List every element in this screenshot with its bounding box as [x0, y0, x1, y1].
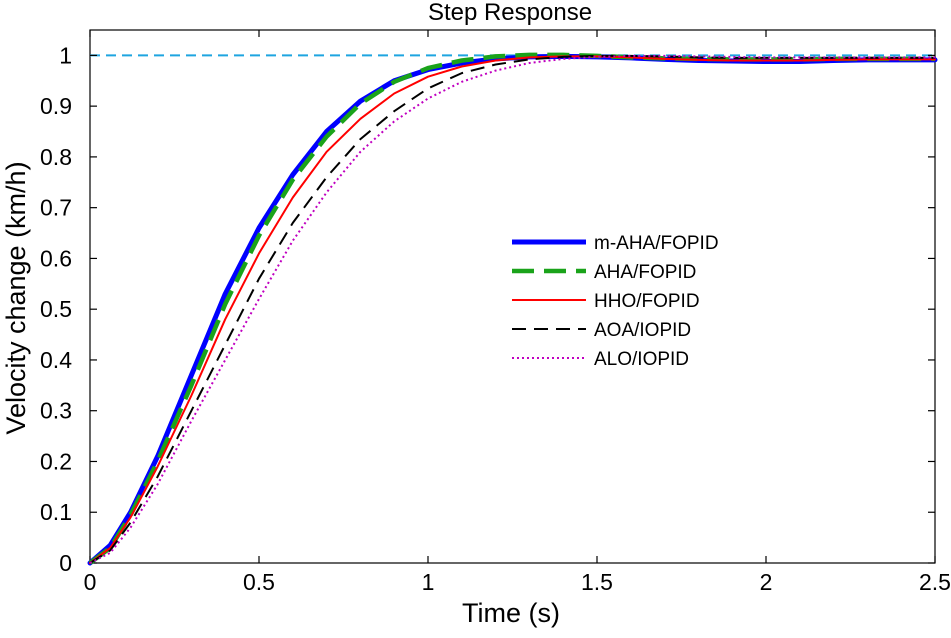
legend-label: ALO/IOPID [594, 349, 689, 370]
y-tick-label: 0.8 [40, 144, 72, 170]
y-tick-label: 0.6 [40, 245, 72, 271]
chart-title: Step Response [428, 0, 592, 26]
legend: m-AHA/FOPID AHA/FOPID HHO/FOPID AOA/IOPID AL… [512, 233, 719, 370]
y-axis-label: Velocity change (km/h) [1, 161, 31, 434]
x-tick-label: 1 [422, 569, 435, 595]
y-tick-label: 0.4 [40, 347, 72, 373]
legend-label: AHA/FOPID [594, 262, 696, 283]
x-axis-label: Time (s) [462, 598, 560, 628]
series-line-m-aha-fopid [87, 53, 938, 566]
y-tick-label: 0.5 [40, 296, 72, 322]
y-tick-label: 0.1 [40, 499, 72, 525]
x-tick-label: 0 [84, 569, 97, 595]
x-tick-label: 0.5 [243, 569, 275, 595]
plot-area: 0 0.5 1 1.5 2 2.5 0 0.1 0.2 0.3 0.4 0.5 0.6 0.7 0.8 0.9… [40, 29, 951, 595]
legend-label: m-AHA/FOPID [594, 233, 719, 254]
y-tick-label: 0.9 [40, 93, 72, 119]
x-tick-label: 2.5 [919, 569, 951, 595]
legend-label: AOA/IOPID [594, 320, 691, 341]
series-line-aha-fopid [88, 52, 935, 565]
axes-box [89, 29, 936, 564]
y-tick-label: 0.2 [40, 448, 72, 474]
series-line-hho-fopid [89, 55, 936, 564]
legend-label: HHO/FOPID [594, 291, 700, 312]
y-tick-label: 0.7 [40, 195, 72, 221]
series-line-alo-iopid [89, 54, 935, 564]
y-tick-label: 0.3 [40, 398, 72, 424]
x-tick-label: 2 [760, 569, 773, 595]
x-tick-label: 1.5 [581, 569, 613, 595]
y-tick-label: 0 [59, 550, 72, 576]
y-tick-label: 1 [59, 42, 72, 68]
